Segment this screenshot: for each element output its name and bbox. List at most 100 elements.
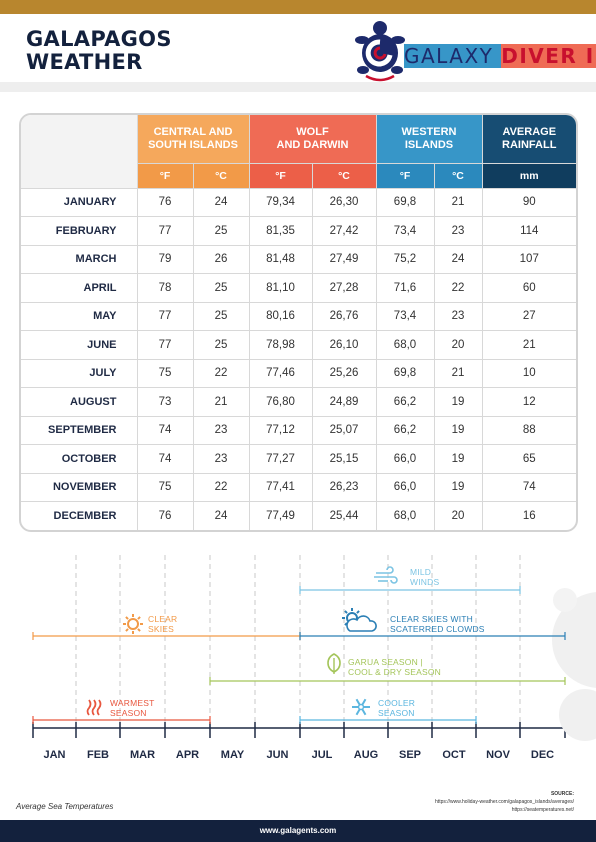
month-label: APR (175, 749, 200, 761)
month-label: JAN (43, 749, 66, 761)
snowflake-icon (352, 698, 370, 716)
value-cell: 88 (482, 416, 576, 445)
value-cell: 73,4 (376, 302, 435, 331)
month-label: OCT (442, 749, 466, 761)
value-cell: 26,10 (312, 330, 377, 360)
value-cell: 65 (482, 444, 576, 474)
footnote: Average Sea Temperatures (16, 802, 114, 811)
group-label-line2: RAINFALL (502, 138, 557, 151)
season-label-line1: COOLER (378, 698, 416, 708)
value-cell: 24 (434, 245, 483, 274)
value-cell: 20 (434, 501, 483, 530)
value-cell: 26 (193, 245, 250, 274)
value-cell: 80,16 (249, 302, 313, 331)
group-label-line1: WESTERN (401, 125, 457, 138)
group-label-line2: ISLANDS (404, 138, 454, 151)
season-label-line2: COOL & DRY SEASON (348, 667, 441, 677)
value-cell: 78 (137, 273, 194, 303)
logo-text-diver: DIVER II (501, 44, 596, 68)
table-row: FEBRUARY 77 25 81,35 27,42 73,4 23 114 (21, 216, 576, 246)
value-cell: 75 (137, 359, 194, 388)
weather-table: CENTRAL AND SOUTH ISLANDS WOLF AND DARWIN … (21, 115, 576, 530)
value-cell: 27,49 (312, 245, 377, 274)
value-cell: 25 (193, 330, 250, 360)
footer-bar: www.galagents.com (0, 820, 596, 842)
group-label-line1: AVERAGE (502, 125, 557, 138)
month-label: AUG (353, 749, 379, 761)
source-title: SOURCE: (550, 791, 574, 797)
group-western: WESTERN ISLANDS (376, 115, 483, 164)
value-cell: 81,10 (249, 273, 313, 303)
value-cell: 21 (482, 330, 576, 360)
season-label-line2: SCATERRED CLOWDS (390, 624, 485, 634)
value-cell: 77,41 (249, 473, 313, 502)
month-label: SEP (398, 749, 421, 761)
month-label: DEC (530, 749, 555, 761)
table-row: JUNE 77 25 78,98 26,10 68,0 20 21 (21, 330, 576, 360)
value-cell: 23 (434, 216, 483, 246)
season-label-line1: GARUA SEASON | (348, 657, 423, 667)
footer-website-link[interactable]: www.galagents.com (259, 826, 337, 835)
value-cell: 21 (193, 387, 250, 417)
value-cell: 69,8 (376, 359, 435, 388)
source-link-holiday-weather[interactable]: https://www.holiday-weather.com/galapago… (435, 799, 574, 805)
month-label: NOV (486, 749, 510, 761)
season-label-line1: CLEAR (148, 614, 178, 624)
value-cell: 75,2 (376, 245, 435, 274)
month-label: MAY (220, 749, 245, 761)
season-label-line1: WARMEST (110, 698, 155, 708)
page-title: GALAPAGOS WEATHER (26, 28, 172, 74)
turtle-logo-icon (355, 21, 405, 82)
source-block: SOURCE: https://www.holiday-weather.com/… (435, 790, 574, 814)
table-row: SEPTEMBER 74 23 77,12 25,07 66,2 19 88 (21, 416, 576, 445)
value-cell: 23 (193, 444, 250, 474)
title-line-1: GALAPAGOS (26, 27, 172, 51)
month-cell: MARCH (21, 245, 138, 274)
value-cell: 16 (522, 510, 536, 522)
value-cell: 77 (137, 330, 194, 360)
value-cell: 68,0 (376, 501, 435, 530)
group-label-line2: AND DARWIN (276, 138, 349, 151)
value-cell: 26,30 (312, 188, 377, 217)
month-cell: JANUARY (21, 188, 138, 217)
header-divider (0, 82, 596, 92)
value-cell: 24 (193, 188, 250, 217)
value-cell: 75 (137, 473, 194, 502)
source-link-seatemperatures[interactable]: https://seatemperatures.net/ (511, 807, 574, 813)
decor-circle (553, 588, 577, 612)
value-cell: 19 (434, 416, 483, 445)
wind-icon (374, 566, 398, 584)
value-cell: 66,2 (376, 387, 435, 417)
value-cell: 77 (137, 216, 194, 246)
leaf-icon (327, 653, 341, 674)
table-row: DECEMBER 76 24 77,49 25,44 68,0 20 16 (21, 501, 576, 530)
unit-header: °C (193, 163, 250, 189)
value-cell: 81,35 (249, 216, 313, 246)
value-cell: 73,4 (376, 216, 435, 246)
value-cell: 69,8 (376, 188, 435, 217)
month-cell: AUGUST (21, 387, 138, 417)
season-label-warmest: WARMEST SEASON (110, 698, 155, 718)
value-cell: 77 (137, 302, 194, 331)
month-label: MAR (129, 749, 156, 761)
value-cell: 76 (137, 501, 194, 530)
value-cell: 90 (482, 188, 576, 217)
decor-circle (552, 592, 596, 688)
value-cell: 22 (193, 473, 250, 502)
group-label-line1: CENTRAL AND (153, 125, 233, 138)
value-cell: 77,12 (249, 416, 313, 445)
group-wolf-darwin: WOLF AND DARWIN (249, 115, 377, 164)
value-cell: 21 (434, 359, 483, 388)
unit-header: mm (482, 163, 576, 189)
table-row: APRIL 78 25 81,10 27,28 71,6 22 60 (21, 273, 576, 303)
logo-text-galaxy: GALAXY (404, 44, 502, 68)
value-cell: 26,23 (312, 473, 377, 502)
value-cell: 114 (482, 216, 576, 246)
value-cell: 107 (482, 245, 576, 274)
sun-icon (123, 614, 143, 634)
month-cell: OCTOBER (21, 444, 138, 474)
month-cell: JULY (21, 359, 138, 388)
value-cell: 81,48 (249, 245, 313, 274)
value-cell: 79 (137, 245, 194, 274)
table-row: NOVEMBER 75 22 77,41 26,23 66,0 19 74 (21, 473, 576, 502)
